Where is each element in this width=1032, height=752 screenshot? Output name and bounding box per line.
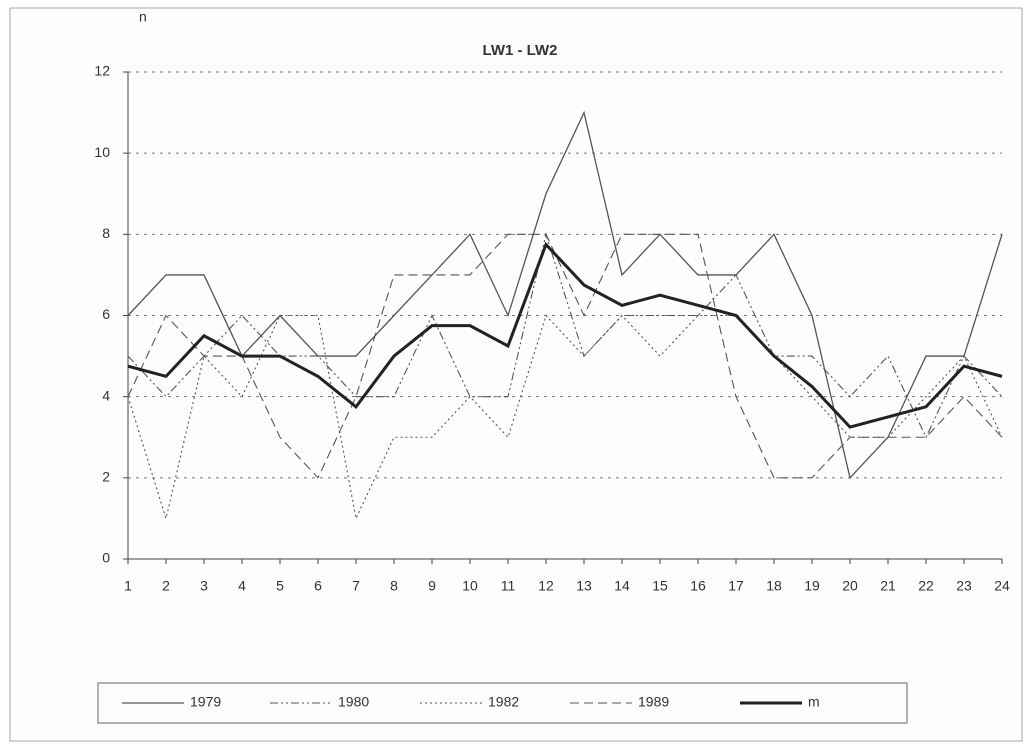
x-tick-label: 4 <box>238 578 246 594</box>
chart-title: LW1 - LW2 <box>483 42 558 59</box>
x-tick-label: 2 <box>162 578 170 594</box>
x-tick-label: 10 <box>462 578 478 594</box>
x-tick-label: 14 <box>614 578 630 594</box>
y-tick-label: 4 <box>102 387 110 403</box>
x-tick-label: 7 <box>352 578 360 594</box>
x-tick-label: 17 <box>728 578 744 594</box>
y-tick-label: 10 <box>94 144 110 160</box>
y-axis-label: n <box>139 9 147 25</box>
series-line <box>127 241 1003 429</box>
series-line <box>127 233 1003 479</box>
x-tick-label: 8 <box>390 578 398 594</box>
y-tick-label: 0 <box>102 550 110 566</box>
legend-label: m <box>808 694 820 710</box>
x-tick-label: 1 <box>124 578 132 594</box>
x-tick-label: 9 <box>428 578 436 594</box>
x-tick-label: 19 <box>804 578 820 594</box>
chart-frame <box>9 7 1023 742</box>
x-tick-label: 22 <box>918 578 934 594</box>
y-tick-label: 6 <box>102 306 110 322</box>
x-tick-label: 20 <box>842 578 858 594</box>
x-tick-label: 16 <box>690 578 706 594</box>
legend-label: 1982 <box>488 694 519 710</box>
y-tick-label: 12 <box>94 63 110 79</box>
x-tick-label: 5 <box>276 578 284 594</box>
x-tick-label: 6 <box>314 578 322 594</box>
series-line <box>127 232 1003 439</box>
x-tick-label: 21 <box>880 578 896 594</box>
x-tick-label: 12 <box>538 578 554 594</box>
y-tick-label: 2 <box>102 469 110 485</box>
x-tick-label: 18 <box>766 578 782 594</box>
x-tick-label: 3 <box>200 578 208 594</box>
x-tick-label: 23 <box>956 578 972 594</box>
legend-label: 1979 <box>190 694 221 710</box>
y-tick-label: 8 <box>102 225 110 241</box>
series-line <box>127 110 1003 480</box>
x-tick-label: 24 <box>994 578 1010 594</box>
x-tick-label: 13 <box>576 578 592 594</box>
legend-label: 1980 <box>338 694 369 710</box>
x-tick-label: 15 <box>652 578 668 594</box>
legend-box <box>97 682 908 724</box>
legend-label: 1989 <box>638 694 669 710</box>
x-tick-label: 11 <box>501 578 516 594</box>
